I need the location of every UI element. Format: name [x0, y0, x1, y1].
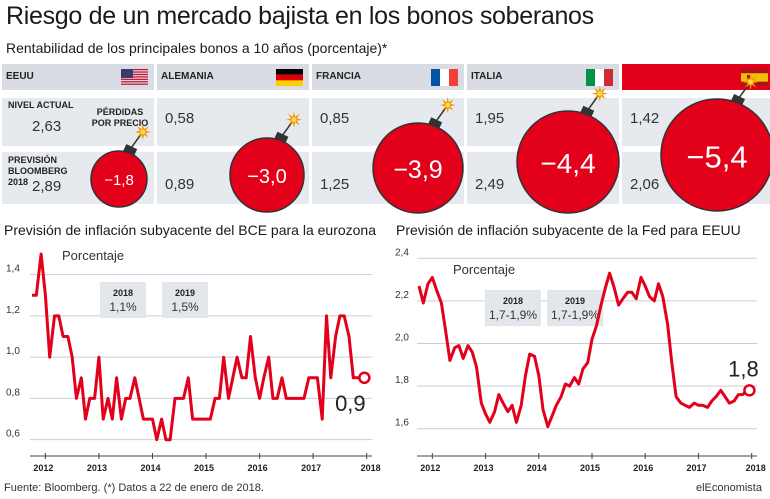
perdidas-label-line2: POR PRECIO — [91, 118, 149, 128]
x-tick-label: 2015 — [194, 463, 214, 473]
series-line — [417, 271, 749, 429]
actual-yield: 1,95 — [475, 110, 505, 127]
series-line — [32, 252, 363, 442]
nivel-actual-label: NIVEL ACTUAL — [8, 100, 74, 110]
y-tick-label: 1,6 — [395, 418, 409, 429]
forecast-yield: 2,06 — [630, 176, 660, 193]
forecast-value: 1,5% — [171, 300, 199, 314]
panel-header: ITALIA — [467, 64, 619, 90]
fed-chart-title: Previsión de inflación subyacente de la … — [396, 222, 741, 238]
country-name: ITALIA — [471, 71, 503, 82]
x-tick-label: 2016 — [633, 463, 653, 473]
y-tick-label: 2,4 — [395, 247, 409, 258]
forecast-year: 2018 — [113, 288, 133, 298]
brand-logo-text: elEconomista — [695, 482, 762, 494]
x-tick-label: 2016 — [248, 463, 268, 473]
prevision-label-line2: BLOOMBERG — [8, 166, 68, 176]
fed-inflation-chart: 1,6 1,8 2,0 2,2 2,4 2012 2013 2014 2015 2016 2017 2… — [395, 247, 766, 473]
de-flag-icon — [276, 69, 303, 86]
x-tick-label: 2017 — [301, 463, 321, 473]
ecb-chart-title: Previsión de inflación subyacente del BC… — [4, 222, 377, 238]
forecast-year: 2018 — [503, 296, 523, 306]
y-tick-label: 2,0 — [395, 332, 409, 343]
forecast-yield: 2,49 — [475, 176, 505, 193]
es-flag-icon — [741, 69, 768, 86]
forecast-box: 2019 1,5% — [162, 282, 208, 318]
panel-españa: 1,42 2,06 — [622, 64, 770, 204]
x-tick-label: 2014 — [527, 463, 547, 473]
x-tick-label: 2018 — [361, 463, 381, 473]
us-flag-icon — [121, 69, 148, 86]
y-axis-label: Porcentaje — [453, 262, 515, 277]
actual-yield: 0,58 — [165, 110, 195, 127]
forecast-yield: 1,25 — [320, 176, 350, 193]
panel-italia: ITALIA 1,95 2,49 — [467, 64, 619, 204]
forecast-yield: 0,89 — [165, 176, 195, 193]
panel-header: EEUU — [2, 64, 154, 90]
country-name: EEUU — [6, 71, 34, 82]
panel-francia: FRANCIA 0,85 1,25 — [312, 64, 464, 204]
forecast-value: 1,7-1,9% — [551, 308, 599, 322]
ecb-inflation-chart: 0,6 0,8 1,0 1,2 1,4 2012 2013 2014 2015 2016 2017 2… — [6, 248, 381, 473]
forecast-box: 2019 1,7-1,9% — [547, 290, 603, 326]
forecast-value: 1,1% — [109, 300, 137, 314]
forecast-yield: 2,89 — [32, 178, 62, 195]
country-name: FRANCIA — [316, 71, 361, 82]
it-flag-icon — [586, 69, 613, 86]
x-tick-label: 2018 — [746, 463, 766, 473]
prevision-label-line3: 2018 — [8, 177, 29, 187]
last-value-marker — [358, 371, 371, 385]
prevision-label-line1: PREVISIÓN — [8, 155, 58, 165]
actual-yield: 1,42 — [630, 110, 660, 127]
y-tick-label: 0,6 — [6, 429, 20, 440]
y-tick-label: 1,4 — [6, 264, 20, 275]
prevision-label: PREVISIÓN BLOOMBERG 2018 — [8, 155, 68, 188]
x-tick-label: 2012 — [33, 463, 53, 473]
x-tick-label: 2014 — [140, 463, 160, 473]
last-value-label: 0,9 — [335, 391, 366, 416]
actual-row — [2, 98, 154, 146]
page-title: Riesgo de un mercado bajista en los bono… — [6, 2, 594, 30]
x-tick-label: 2013 — [474, 463, 494, 473]
perdidas-label: PÉRDIDAS POR PRECIO — [90, 107, 150, 129]
forecast-box: 2018 1,1% — [100, 282, 146, 318]
actual-yield: 0,85 — [320, 110, 350, 127]
forecast-year: 2019 — [175, 288, 195, 298]
panel-header: FRANCIA — [312, 64, 464, 90]
x-tick-label: 2012 — [420, 463, 440, 473]
y-tick-label: 1,2 — [6, 305, 20, 316]
actual-yield: 2,63 — [32, 118, 62, 135]
y-tick-label: 0,8 — [6, 387, 20, 398]
panel-alemania: ALEMANIA 0,58 0,89 — [157, 64, 309, 204]
y-tick-label: 1,8 — [395, 375, 409, 386]
y-tick-label: 2,2 — [395, 290, 409, 301]
y-tick-label: 1,0 — [6, 346, 20, 357]
panel-header — [622, 64, 770, 90]
perdidas-label-line1: PÉRDIDAS — [96, 107, 144, 117]
last-value-marker — [743, 384, 756, 397]
source-footer: Fuente: Bloomberg. (*) Datos a 22 de ene… — [4, 482, 264, 494]
x-tick-label: 2015 — [580, 463, 600, 473]
panel-header: ALEMANIA — [157, 64, 309, 90]
x-tick-label: 2017 — [686, 463, 706, 473]
country-name: ALEMANIA — [161, 71, 214, 82]
forecast-value: 1,7-1,9% — [489, 308, 537, 322]
page-subtitle: Rentabilidad de los principales bonos a … — [6, 40, 388, 56]
y-axis-label: Porcentaje — [62, 248, 124, 263]
fr-flag-icon — [431, 69, 458, 86]
forecast-box: 2018 1,7-1,9% — [485, 290, 541, 326]
last-value-label: 1,8 — [728, 356, 759, 381]
forecast-year: 2019 — [565, 296, 585, 306]
x-tick-label: 2013 — [87, 463, 107, 473]
